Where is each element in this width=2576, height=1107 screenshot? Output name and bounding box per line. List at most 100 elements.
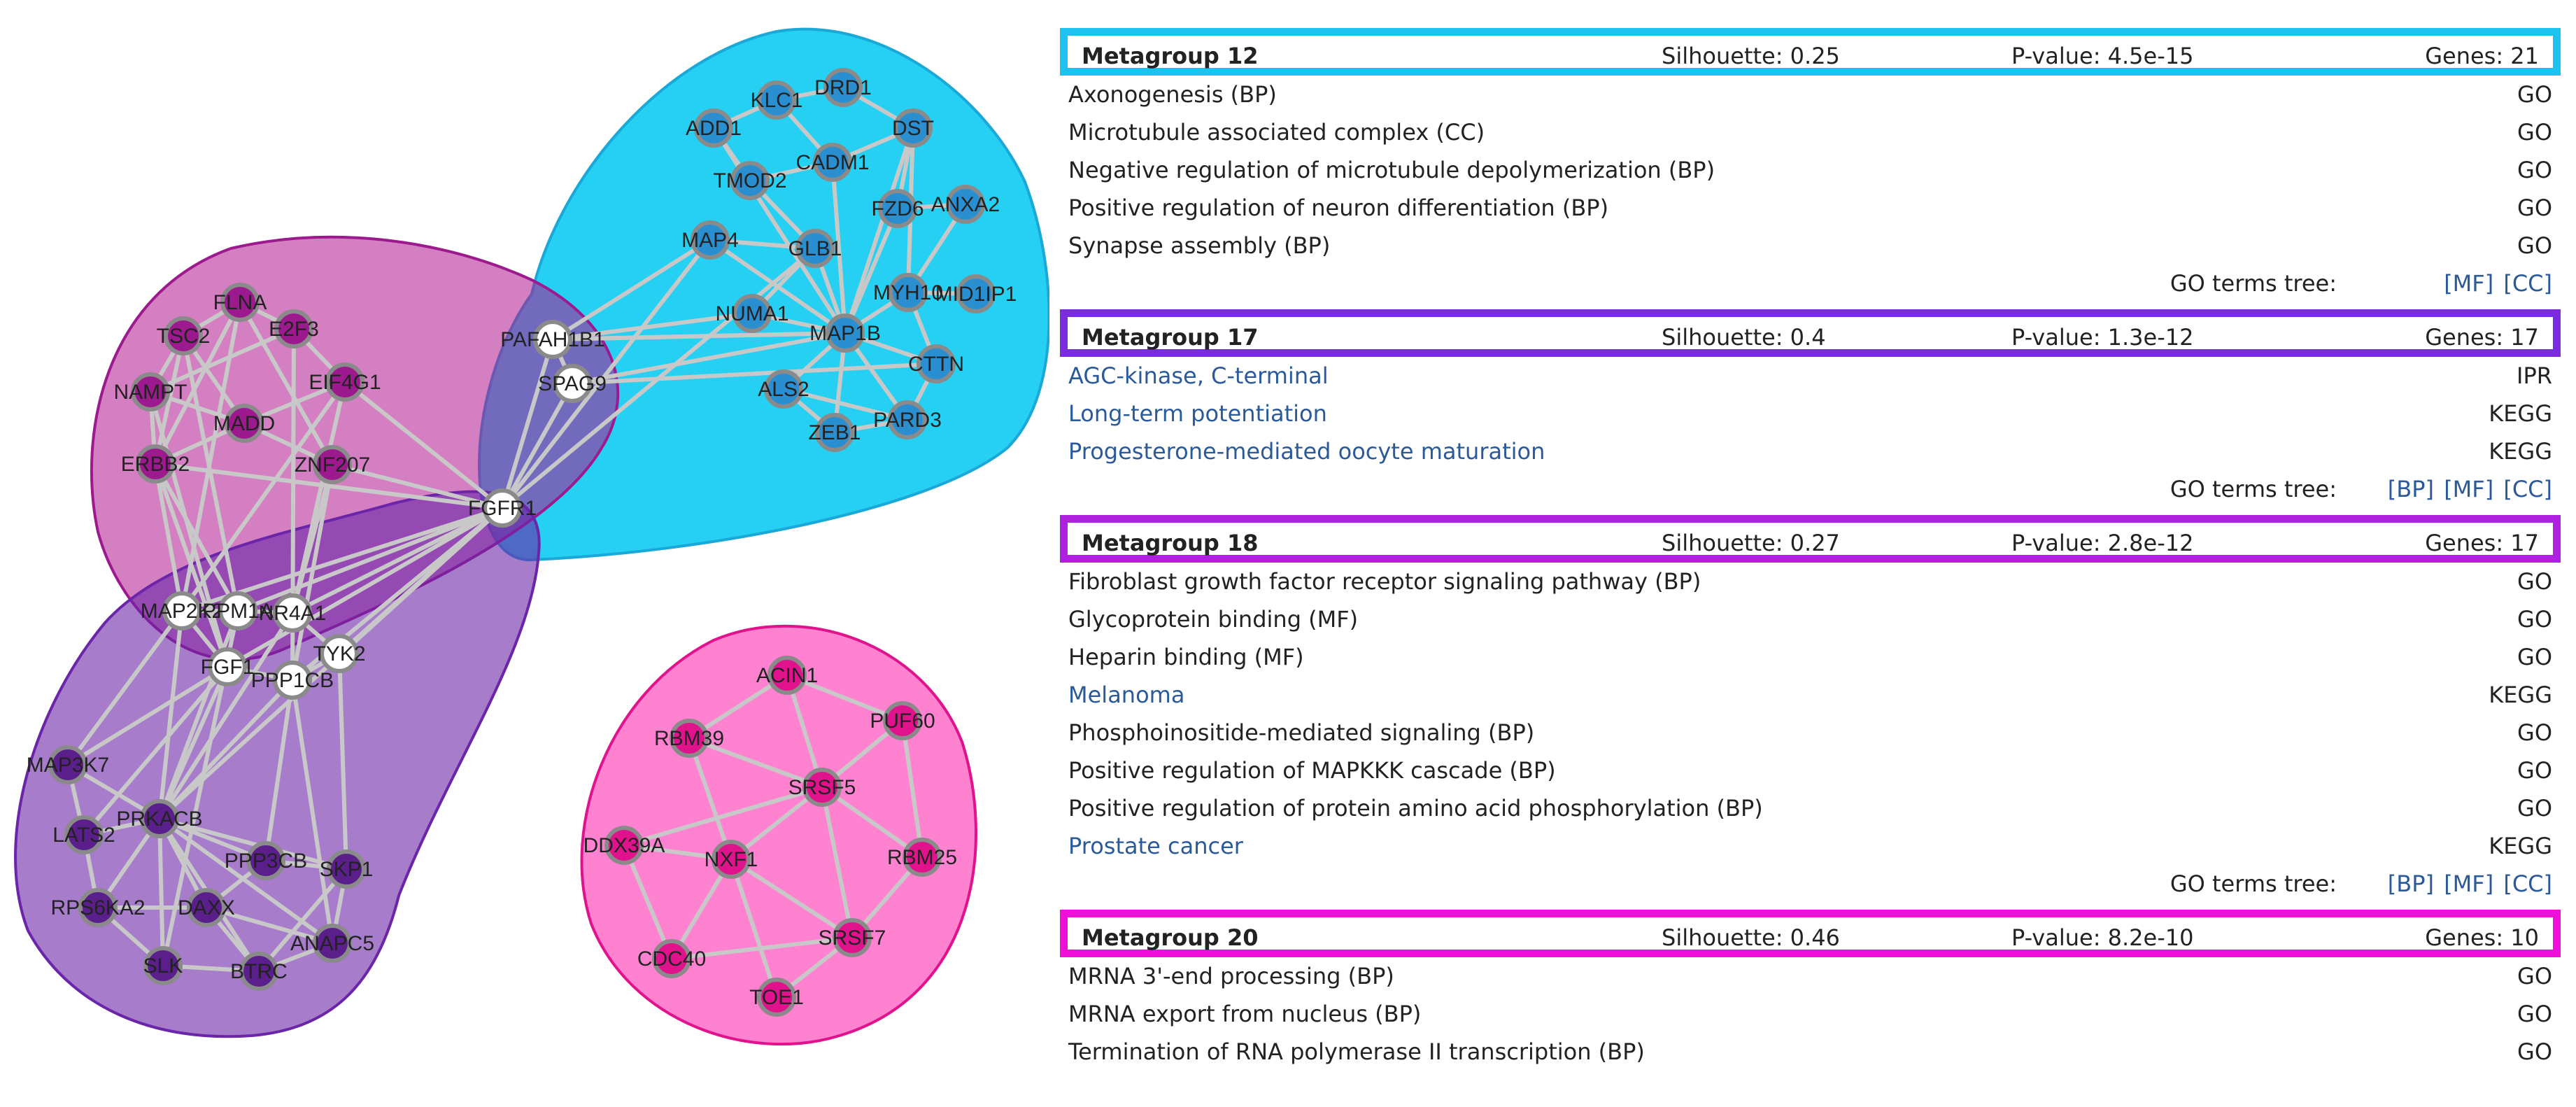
node-circle	[220, 283, 260, 322]
node-circle	[320, 634, 359, 673]
go-terms-tree-links[interactable]: [MF] [CC]	[2444, 270, 2552, 297]
node-map2k2[interactable]: MAP2K2	[141, 591, 223, 630]
node-erbb2[interactable]: ERBB2	[121, 444, 190, 484]
term-row[interactable]: Progesterone-mediated oocyte maturation K…	[1060, 432, 2561, 470]
node-glb1[interactable]: GLB1	[788, 229, 842, 268]
term-row[interactable]: Prostate cancer KEGG	[1060, 827, 2561, 865]
node-daxx[interactable]: DAXX	[178, 888, 235, 927]
node-map1b[interactable]: MAP1B	[809, 313, 881, 353]
node-srsf7[interactable]: SRSF7	[819, 918, 886, 957]
node-flna[interactable]: FLNA	[213, 283, 267, 322]
go-terms-tree-links[interactable]: [BP] [MF] [CC]	[2387, 476, 2552, 502]
node-rbm25[interactable]: RBM25	[887, 838, 957, 877]
node-tyk2[interactable]: TYK2	[313, 634, 366, 673]
node-label: DDX39A	[583, 834, 665, 857]
node-puf60[interactable]: PUF60	[870, 701, 935, 740]
node-anxa2[interactable]: ANXA2	[931, 185, 1000, 224]
go-terms-tree-row: GO terms tree: [BP] [MF] [CC]	[1060, 470, 2561, 508]
node-klc1[interactable]: KLC1	[750, 80, 803, 120]
term-source: GO	[2517, 795, 2552, 822]
go-terms-tree-links[interactable]: [BP] [MF] [CC]	[2387, 870, 2552, 897]
node-map4[interactable]: MAP4	[681, 220, 739, 260]
node-map3k7[interactable]: MAP3K7	[27, 745, 109, 784]
term-link[interactable]: AGC-kinase, C-terminal	[1068, 362, 1329, 389]
node-pafah1b1[interactable]: PAFAH1B1	[500, 320, 605, 359]
term-row[interactable]: Long-term potentiation KEGG	[1060, 395, 2561, 432]
edge-ERBB2-MAP2K2	[153, 463, 184, 612]
edge-PRKACB-NR4A1	[157, 612, 295, 820]
node-circle	[48, 745, 87, 784]
term-row: Glycoprotein binding (MF) GO	[1060, 600, 2561, 638]
node-btrc[interactable]: BTRC	[230, 952, 288, 991]
node-madd[interactable]: MADD	[213, 404, 275, 443]
node-circle	[652, 939, 691, 978]
edge-PRKACB-PPM1A	[157, 609, 240, 820]
term-source: GO	[2517, 963, 2552, 989]
node-anapc5[interactable]: ANAPC5	[290, 924, 374, 963]
node-rbm39[interactable]: RBM39	[654, 719, 724, 758]
node-circle	[246, 841, 285, 880]
node-nr4a1[interactable]: NR4A1	[259, 593, 327, 633]
silhouette-value: Silhouette: 0.27	[1662, 530, 1840, 556]
term-name: Synapse assembly (BP)	[1068, 232, 1331, 259]
node-circle	[764, 369, 803, 409]
metagroup-header: Metagroup 12 Silhouette: 0.25 P-value: 4.5…	[1060, 28, 2561, 76]
term-source: GO	[2517, 157, 2552, 183]
node-skp1[interactable]: SKP1	[320, 849, 374, 889]
node-znf207[interactable]: ZNF207	[295, 445, 370, 484]
node-circle	[239, 952, 278, 991]
term-link[interactable]: Progesterone-mediated oocyte maturation	[1068, 438, 1545, 465]
term-link[interactable]: Prostate cancer	[1068, 833, 1243, 859]
node-slk[interactable]: SLK	[143, 946, 183, 985]
term-row[interactable]: AGC-kinase, C-terminal IPR	[1060, 357, 2561, 395]
node-circle	[313, 924, 352, 963]
node-dst[interactable]: DST	[892, 108, 934, 148]
node-acin1[interactable]: ACIN1	[756, 656, 818, 695]
edge-MAP4-PAFAH1B1	[551, 238, 712, 341]
node-nxf1[interactable]: NXF1	[705, 840, 758, 879]
node-zeb1[interactable]: ZEB1	[808, 413, 861, 452]
node-prkacb[interactable]: PRKACB	[116, 799, 203, 838]
node-label: SRSF5	[788, 776, 856, 799]
network-diagram: DRD1 KLC1 ADD1 DST CADM1 TMOD2 FZD6 ANXA2 MAP4 GL…	[14, 27, 1049, 1046]
edge-ERBB2-FGF1	[153, 463, 229, 668]
term-row[interactable]: Melanoma KEGG	[1060, 676, 2561, 714]
term-source: GO	[2517, 81, 2552, 108]
node-fgfr1[interactable]: FGFR1	[468, 488, 537, 528]
node-spag9[interactable]: SPAG9	[538, 364, 607, 403]
node-cdc40[interactable]: CDC40	[637, 939, 706, 978]
term-link[interactable]: Melanoma	[1068, 682, 1185, 708]
node-myh10[interactable]: MYH10	[873, 273, 943, 312]
node-srsf5[interactable]: SRSF5	[788, 768, 856, 807]
node-cadm1[interactable]: CADM1	[795, 143, 870, 182]
node-ppm1a[interactable]: PPM1A	[202, 591, 274, 630]
node-label: BTRC	[230, 960, 288, 983]
node-pard3[interactable]: PARD3	[873, 400, 942, 439]
node-toe1[interactable]: TOE1	[749, 978, 804, 1017]
node-als2[interactable]: ALS2	[758, 369, 809, 409]
node-e2f3[interactable]: E2F3	[269, 309, 319, 348]
node-eif4g1[interactable]: EIF4G1	[309, 362, 381, 402]
edge-SRSF5-SRSF7	[820, 787, 854, 938]
node-circle	[946, 185, 985, 224]
node-nampt[interactable]: NAMPT	[114, 372, 187, 411]
node-lats2[interactable]: LATS2	[52, 815, 115, 854]
node-add1[interactable]: ADD1	[686, 108, 742, 148]
node-drd1[interactable]: DRD1	[814, 68, 872, 107]
node-ppp1cb[interactable]: PPP1CB	[251, 661, 334, 700]
term-link[interactable]: Long-term potentiation	[1068, 400, 1327, 427]
silhouette-value: Silhouette: 0.46	[1662, 924, 1840, 951]
edge-E2F3-NAMPT	[149, 327, 295, 394]
node-ddx39a[interactable]: DDX39A	[583, 826, 665, 865]
node-rps6ka2[interactable]: RPS6KA2	[50, 888, 146, 927]
node-mid1ip1[interactable]: MID1IP1	[935, 274, 1017, 313]
node-fzd6[interactable]: FZD6	[872, 189, 924, 228]
node-numa1[interactable]: NUMA1	[715, 294, 789, 333]
node-tmod2[interactable]: TMOD2	[714, 161, 787, 200]
node-fgf1[interactable]: FGF1	[201, 647, 255, 686]
node-tsc2[interactable]: TSC2	[157, 316, 211, 355]
node-cttn[interactable]: CTTN	[908, 344, 964, 383]
edge-ZNF207-PPP1CB	[290, 464, 334, 681]
node-ppp3cb[interactable]: PPP3CB	[225, 841, 307, 880]
node-label: ANAPC5	[290, 932, 374, 955]
